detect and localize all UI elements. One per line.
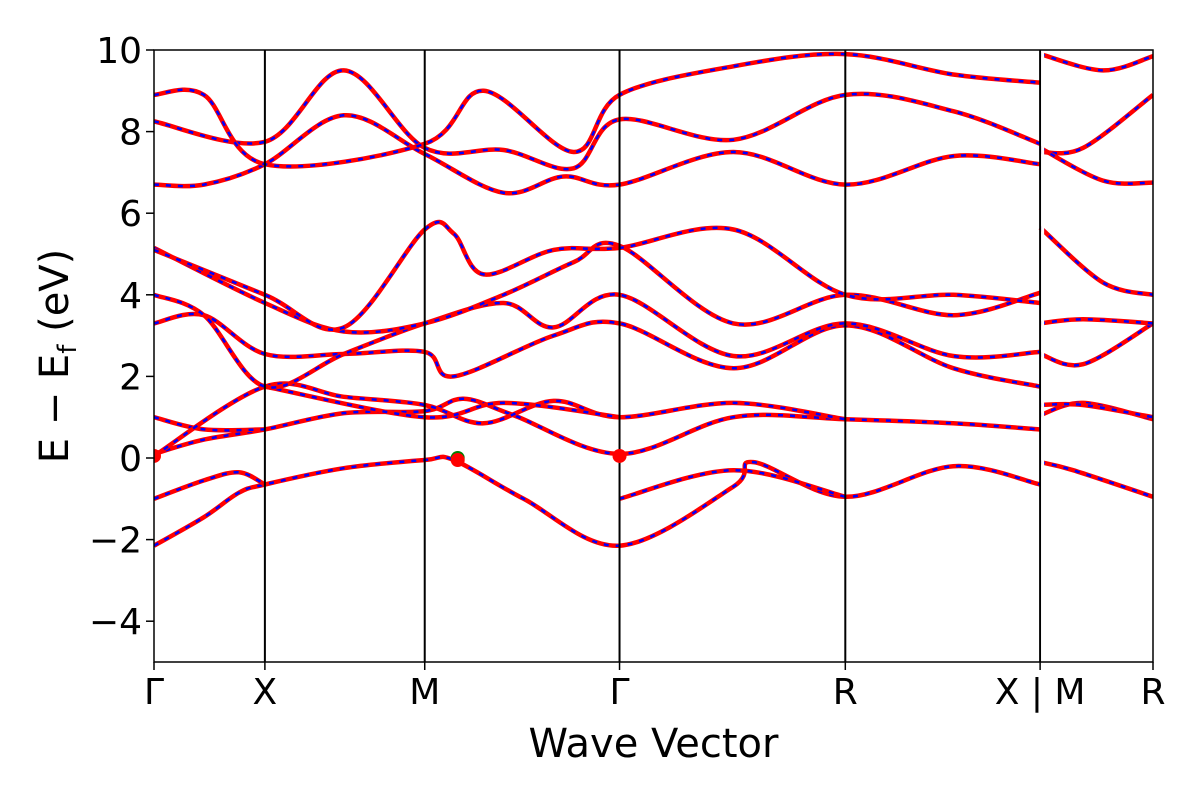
band-line-0 — [154, 454, 1041, 548]
y-tick-label: 0 — [119, 439, 142, 480]
y-tick-label: 4 — [119, 276, 142, 317]
x-tick-label: Γ — [610, 672, 630, 713]
extremum-marker-2 — [450, 453, 465, 468]
band-line-13 — [154, 51, 1041, 169]
plot-area — [154, 50, 1153, 662]
band-interp-line-0 — [154, 455, 1041, 547]
band-interp-line-18 — [1039, 318, 1153, 325]
band-line-5 — [154, 381, 846, 458]
x-tick-label: M — [409, 672, 440, 713]
band-line-3 — [154, 396, 1041, 457]
band-interp-line-5 — [154, 382, 846, 458]
y-label-unit: (eV) — [32, 249, 78, 345]
extremum-marker-3 — [612, 448, 627, 463]
band-interp-line-14 — [1039, 460, 1153, 498]
band-interp-line-9 — [154, 241, 1041, 334]
band-interp-line-7 — [154, 312, 1041, 388]
band-interp-line-20 — [1039, 93, 1153, 155]
band-interp-line-1 — [154, 471, 266, 500]
band-interp-line-19 — [1039, 226, 1153, 297]
segment-break-0 — [1041, 50, 1045, 662]
band-line-19 — [1038, 225, 1153, 298]
band-line-17 — [1039, 321, 1153, 368]
band-interp-line-4 — [154, 415, 265, 432]
band-interp-line-16 — [1040, 402, 1153, 419]
extremum-marker-0 — [154, 448, 161, 463]
band-interp-line-21 — [1039, 146, 1153, 185]
y-tick-label: 2 — [119, 357, 142, 398]
y-axis-label: E − Ef (eV) — [32, 249, 83, 464]
band-line-12 — [154, 68, 1041, 172]
band-interp-line-22 — [1039, 52, 1153, 72]
y-tick-label: 8 — [119, 113, 142, 154]
band-interp-line-2 — [619, 468, 846, 501]
band-line-20 — [1039, 93, 1153, 156]
y-label-sub: f — [53, 344, 83, 354]
band-line-7 — [154, 311, 1041, 389]
plot-frame — [153, 49, 1154, 663]
y-axis-ticks: −4 −2 0 2 4 6 8 10 — [89, 31, 154, 643]
band-line-2 — [618, 467, 846, 501]
x-tick-label: R — [833, 672, 858, 713]
x-tick-label: R — [1140, 672, 1165, 713]
x-axis-ticks: Γ X M Γ R X | M R — [144, 662, 1166, 713]
band-interp-line-6 — [264, 385, 620, 419]
x-axis-label: Wave Vector — [529, 721, 780, 767]
y-tick-label: −2 — [89, 521, 142, 562]
y-tick-label: 6 — [119, 194, 142, 235]
y-tick-label: −4 — [89, 602, 142, 643]
band-interp-line-10 — [154, 220, 1041, 331]
band-interp-line-17 — [1039, 322, 1153, 367]
band-line-9 — [154, 240, 1041, 335]
y-tick-label: 10 — [96, 31, 142, 72]
y-label-main: E − E — [32, 354, 78, 464]
x-tick-label: X — [253, 672, 278, 713]
x-tick-label: Γ — [144, 672, 164, 713]
x-tick-label: X | M — [995, 672, 1086, 713]
